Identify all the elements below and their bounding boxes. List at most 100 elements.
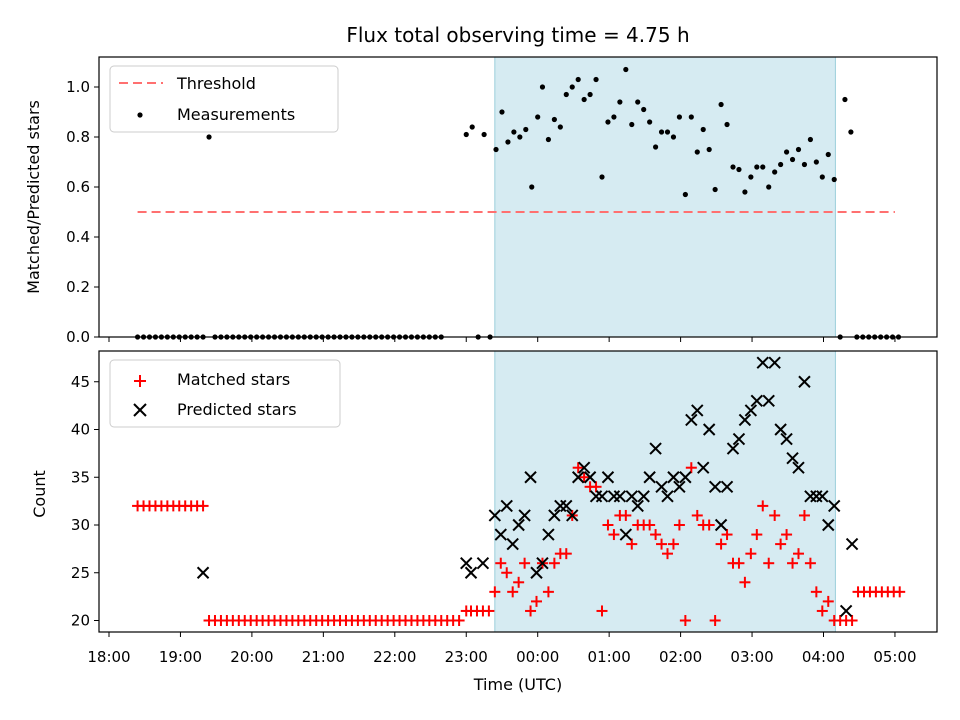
predicted-star-marker xyxy=(691,404,704,417)
measurement-point xyxy=(831,176,837,183)
x-tick-label: 23:00 xyxy=(445,648,488,666)
bottom-y-tick-label: 40 xyxy=(71,421,90,439)
measurement-point xyxy=(688,114,694,120)
matched-star-marker xyxy=(679,615,691,626)
matched-star-marker xyxy=(781,529,793,541)
top-y-tick-label: 0.8 xyxy=(66,128,90,146)
matched-star-marker xyxy=(662,548,674,560)
predicted-star-marker xyxy=(673,480,686,494)
predicted-stars-points xyxy=(196,356,859,618)
measurement-point xyxy=(535,114,541,120)
predicted-star-marker xyxy=(697,461,710,474)
predicted-star-marker xyxy=(613,490,627,503)
measurement-points xyxy=(134,66,902,340)
matched-star-marker xyxy=(626,538,638,550)
predicted-star-marker xyxy=(625,490,638,503)
x-axis-label: Time (UTC) xyxy=(473,675,562,694)
matched-star-marker xyxy=(501,567,513,579)
measurement-point xyxy=(783,149,790,155)
predicted-star-marker xyxy=(643,471,656,484)
predicted-star-marker xyxy=(732,432,746,446)
matched-star-marker xyxy=(596,605,608,617)
measurement-point xyxy=(795,146,802,153)
measurement-point xyxy=(676,114,683,120)
measurement-point xyxy=(718,101,724,108)
measurement-point xyxy=(523,126,529,133)
matched-star-marker xyxy=(798,509,810,521)
predicted-star-marker xyxy=(845,537,859,551)
bottom-plot-panel: 20 25 30 35 40 45 18:00 19:00 20:00 21:00 22:00 23… xyxy=(30,350,938,694)
matched-star-marker xyxy=(489,586,501,598)
matched-star-marker xyxy=(685,462,697,474)
measurement-point xyxy=(742,189,748,195)
bottom-y-tick-label: 30 xyxy=(71,516,90,534)
predicted-star-marker xyxy=(571,471,585,484)
top-y-tick-label: 0.4 xyxy=(66,228,90,246)
matched-star-marker xyxy=(548,557,560,569)
matched-star-marker xyxy=(792,548,804,560)
measurement-point xyxy=(772,169,778,175)
predicted-star-marker xyxy=(460,556,473,570)
measurement-point xyxy=(629,121,635,128)
predicted-star-marker xyxy=(762,394,775,408)
measurement-point xyxy=(760,164,766,170)
measurement-point xyxy=(694,149,700,155)
x-tick-label: 00:00 xyxy=(516,648,559,666)
top-y-axis-label: Matched/Predicted stars xyxy=(24,100,43,294)
predicted-star-marker xyxy=(708,480,722,494)
measurement-point xyxy=(807,136,814,143)
top-legend: Threshold Measurements xyxy=(109,65,339,133)
legend-measurements-label: Measurements xyxy=(177,105,295,124)
top-y-tick-label: 1.0 xyxy=(66,78,90,96)
matched-star-marker xyxy=(810,586,822,598)
matched-star-marker xyxy=(691,509,703,521)
matched-star-marker xyxy=(519,557,531,569)
predicted-star-marker xyxy=(756,356,769,369)
chart-title: Flux total observing time = 4.75 h xyxy=(346,23,689,47)
predicted-star-marker xyxy=(500,499,513,513)
measurement-point xyxy=(647,119,653,125)
measurement-point xyxy=(581,96,587,103)
predicted-star-marker xyxy=(548,509,561,522)
matched-star-marker xyxy=(656,538,668,550)
matched-star-marker xyxy=(572,462,584,474)
measurement-point xyxy=(842,96,848,103)
measurement-point xyxy=(599,174,605,180)
matched-star-marker xyxy=(453,615,465,626)
predicted-star-marker xyxy=(738,413,752,427)
measurement-point xyxy=(587,91,593,98)
measurement-point xyxy=(635,99,641,105)
predicted-star-marker xyxy=(196,566,210,579)
legend-matched-swatch xyxy=(134,375,146,387)
matched-star-marker xyxy=(673,519,685,531)
matched-star-marker xyxy=(894,586,906,598)
predicted-star-marker xyxy=(768,356,781,369)
measurement-point xyxy=(539,84,546,90)
predicted-star-marker xyxy=(577,461,591,474)
predicted-star-marker xyxy=(560,499,573,513)
matched-star-marker xyxy=(590,481,602,493)
measurement-point xyxy=(706,146,712,153)
x-tick-label: 04:00 xyxy=(802,648,845,666)
matched-star-marker xyxy=(602,519,614,531)
x-tick-label: 19:00 xyxy=(159,648,202,666)
predicted-star-marker xyxy=(685,413,698,427)
predicted-star-marker xyxy=(601,471,615,484)
measurement-point xyxy=(658,129,665,135)
measurement-point xyxy=(748,174,754,180)
measurement-point xyxy=(499,109,505,115)
measurement-point xyxy=(545,136,552,143)
measurement-point xyxy=(813,159,819,165)
measurement-point xyxy=(206,134,212,140)
matched-star-marker xyxy=(483,605,495,617)
measurement-point xyxy=(754,164,760,170)
x-tick-label: 05:00 xyxy=(873,648,916,666)
top-plot-panel: Flux total observing time = 4.75 h 0.00.… xyxy=(24,23,938,346)
x-tick-label: 21:00 xyxy=(302,648,345,666)
measurement-point xyxy=(469,124,475,130)
matched-star-marker xyxy=(578,471,590,483)
predicted-star-marker xyxy=(637,490,650,503)
predicted-star-marker xyxy=(619,528,633,541)
predicted-star-marker xyxy=(512,518,525,532)
